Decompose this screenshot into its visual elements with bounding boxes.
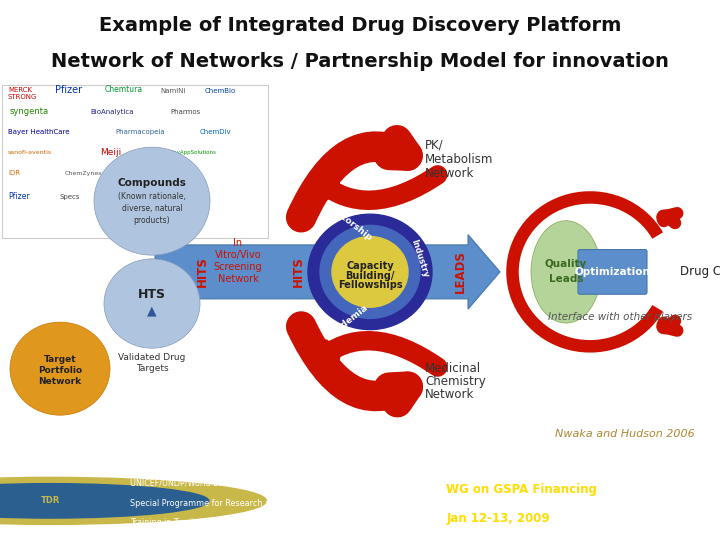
Text: Pharmacopeia: Pharmacopeia [115,129,165,136]
Text: (Known rationale,: (Known rationale, [118,192,186,201]
Text: Chemistry: Chemistry [425,375,486,388]
Text: Bayer HealthCare: Bayer HealthCare [8,129,70,136]
Text: Meiji: Meiji [100,148,121,157]
Text: Portfolio: Portfolio [38,366,82,375]
Text: Mentorship: Mentorship [323,200,374,243]
Circle shape [104,259,200,348]
Text: Example of Integrated Drug Discovery Platform: Example of Integrated Drug Discovery Pla… [99,16,621,35]
Text: TDR: TDR [41,496,60,505]
Text: Special Programme for Research and: Special Programme for Research and [130,499,279,508]
Text: Targets: Targets [135,364,168,373]
Text: Training in Tropical Diseases (TDR): Training in Tropical Diseases (TDR) [130,518,268,527]
Text: RCC: RCC [160,169,176,178]
Circle shape [320,225,420,319]
FancyArrowPatch shape [662,213,678,223]
Text: HITS: HITS [196,256,209,287]
Text: LEADS: LEADS [454,251,467,293]
FancyBboxPatch shape [2,85,268,238]
Text: ChemDiv: ChemDiv [200,129,232,136]
Text: Pharmos: Pharmos [170,109,200,115]
Text: Vitro/Vivo: Vitro/Vivo [215,250,261,260]
FancyArrowPatch shape [662,321,678,330]
Text: Network of Networks / Partnership Model for innovation: Network of Networks / Partnership Model … [51,52,669,71]
Text: syngenta: syngenta [10,107,49,116]
Text: ChemBio: ChemBio [205,89,236,94]
Text: Compounds: Compounds [117,178,186,187]
Text: PK/: PK/ [425,139,444,152]
Text: diverse, natural: diverse, natural [122,204,182,213]
Text: Drug Candidates: Drug Candidates [680,265,720,279]
Text: ChemZynex: ChemZynex [65,171,103,176]
Text: Others: Others [190,194,211,199]
FancyBboxPatch shape [578,249,647,294]
Text: Target: Target [44,355,76,364]
Text: Network: Network [217,274,258,285]
FancyArrowPatch shape [318,341,438,367]
FancyArrowPatch shape [301,140,408,217]
Text: Pfizer: Pfizer [8,192,30,201]
FancyArrow shape [155,235,500,309]
Text: Nwaka and Hudson 2006: Nwaka and Hudson 2006 [555,429,695,439]
Text: Screening: Screening [214,262,262,272]
Text: Optimization: Optimization [574,267,650,277]
Text: Interface with other players: Interface with other players [548,313,692,322]
Text: HITS: HITS [292,256,305,287]
Text: Jan 12-13, 2009: Jan 12-13, 2009 [446,511,550,524]
Text: MERCK
STRONG: MERCK STRONG [8,87,37,100]
Text: DevAppSolutions: DevAppSolutions [170,150,217,156]
Text: IDR: IDR [8,170,20,176]
Text: HTS: HTS [138,288,166,301]
Circle shape [10,322,110,415]
Text: products): products) [134,216,171,225]
Text: ▲: ▲ [147,305,157,318]
Text: Quality: Quality [545,259,587,269]
Text: ChemBridge: ChemBridge [110,194,149,199]
Circle shape [0,477,266,524]
Text: UNICEF/UNDP/World Bank/WHO: UNICEF/UNDP/World Bank/WHO [130,478,256,487]
Text: Chemtura: Chemtura [105,85,143,94]
Text: Pfizer: Pfizer [55,85,82,94]
Text: sanofi-aventis: sanofi-aventis [8,150,52,156]
Text: Network: Network [38,377,81,386]
Text: Capacity: Capacity [346,261,394,271]
Text: Academia: Academia [325,303,370,341]
Circle shape [332,237,408,307]
Text: Network: Network [425,388,474,401]
Text: Network: Network [425,167,474,180]
FancyArrowPatch shape [318,175,438,200]
Circle shape [94,147,210,255]
Text: Validated Drug: Validated Drug [118,353,186,362]
Text: Industry: Industry [410,239,431,279]
Text: Metabolism: Metabolism [425,153,493,166]
Circle shape [0,484,209,518]
Text: Fellowships: Fellowships [338,280,402,290]
Text: NamiNi: NamiNi [160,89,186,94]
Text: 22: 22 [693,468,713,482]
Text: Leads: Leads [549,274,583,285]
Ellipse shape [531,221,601,323]
Circle shape [308,214,432,329]
Text: BioAnalytica: BioAnalytica [90,109,133,115]
FancyArrowPatch shape [301,327,408,402]
Text: Medicinal: Medicinal [425,362,481,375]
Text: Specs: Specs [60,193,81,199]
Text: WG on GSPA Financing: WG on GSPA Financing [446,483,598,496]
Text: In: In [233,238,243,248]
Text: Building/: Building/ [346,271,395,281]
